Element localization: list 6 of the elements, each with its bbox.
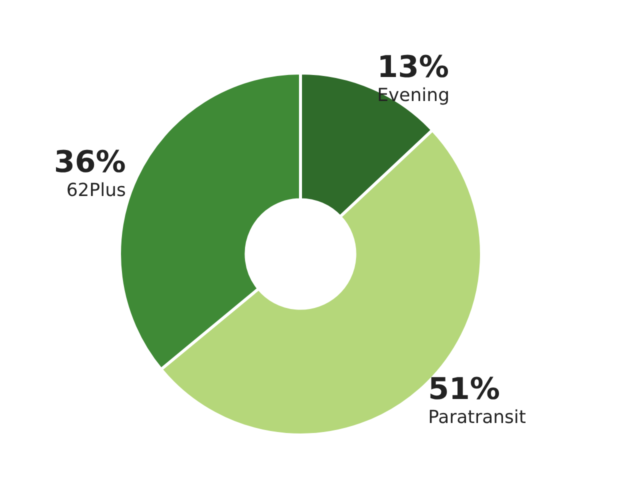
slice-label: Paratransit	[428, 406, 526, 428]
data-label: 36%	[54, 144, 126, 180]
slice-label: 62Plus	[66, 180, 126, 201]
data-label: 13%	[377, 50, 449, 85]
slice-label: Evening	[377, 84, 450, 106]
data-label: 51%	[428, 372, 500, 407]
